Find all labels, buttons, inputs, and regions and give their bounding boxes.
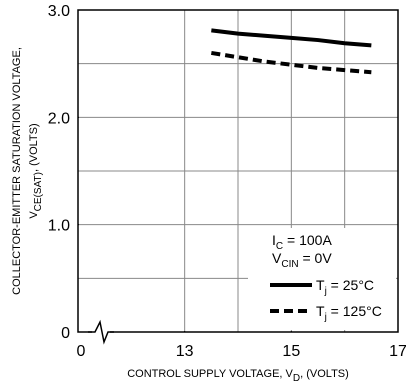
subscript: C xyxy=(276,241,283,252)
grid xyxy=(78,10,398,332)
x-tick-label: 13 xyxy=(176,343,194,360)
text-part: = 0V xyxy=(299,250,333,266)
text-part: T xyxy=(316,303,325,319)
text-part: = 125°C xyxy=(327,303,382,319)
subscript: CIN xyxy=(281,259,298,270)
x-tick-label: 17 xyxy=(389,343,406,360)
subscript: CE(SAT) xyxy=(33,172,44,211)
marks xyxy=(211,28,372,75)
subscript: j xyxy=(324,286,327,297)
y-tick-label: 1.0 xyxy=(48,218,70,235)
x-axis-label: CONTROL SUPPLY VOLTAGE, VD, (VOLTS) xyxy=(127,368,349,384)
text-part: I xyxy=(272,232,276,248)
x-tick-label: 15 xyxy=(282,343,300,360)
y-tick-label: 3.0 xyxy=(48,3,70,20)
y-tick-label: 0 xyxy=(61,325,70,342)
text-part: CONTROL SUPPLY VOLTAGE, V xyxy=(127,368,293,380)
text-part: , (VOLTS) xyxy=(28,123,40,172)
plot-frame xyxy=(77,9,399,333)
x-origin-label: 0 xyxy=(77,343,86,360)
axis-break xyxy=(88,319,114,345)
text-part: T xyxy=(316,277,325,293)
annotation: IC = 100A xyxy=(272,232,332,252)
subscript: D xyxy=(293,373,300,384)
line-series xyxy=(211,28,372,48)
y-tick-label: 2.0 xyxy=(48,110,70,127)
text-part: , (VOLTS) xyxy=(300,368,349,380)
y-axis-label: VCE(SAT), (VOLTS) xyxy=(28,123,44,218)
text-part: V xyxy=(28,211,40,219)
legend-label: Tj = 125°C xyxy=(316,303,382,323)
line-series xyxy=(211,50,372,75)
subscript: j xyxy=(324,312,327,323)
text-part: = 25°C xyxy=(327,277,374,293)
y-axis-label: COLLECTOR-EMITTER SATURATION VOLTAGE, xyxy=(11,47,23,295)
text-part: = 100A xyxy=(283,232,332,248)
text-part: V xyxy=(272,250,282,266)
legend-label: Tj = 25°C xyxy=(316,277,374,297)
annotation: VCIN = 0V xyxy=(272,250,332,270)
